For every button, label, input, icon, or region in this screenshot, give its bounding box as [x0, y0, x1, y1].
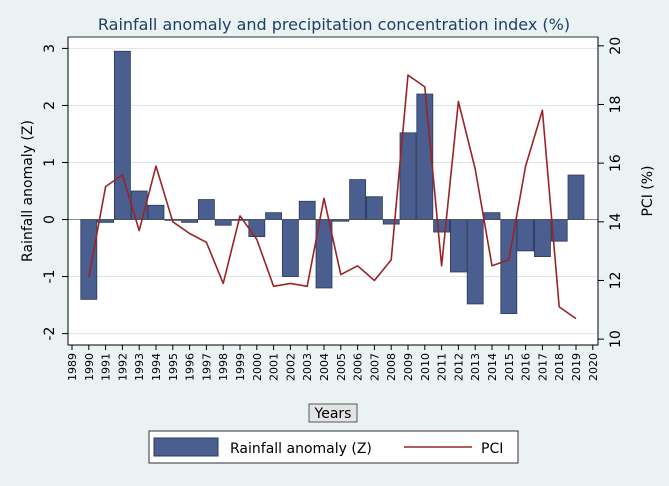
x-tick-label: 2009 [402, 353, 415, 381]
x-tick-label: 1997 [200, 353, 213, 381]
pci-line [88, 74, 577, 320]
x-tick-label: 2017 [536, 353, 549, 381]
bar-2008 [382, 219, 400, 225]
y-axis-right: 10 12 14 16 18 20 [597, 37, 624, 348]
x-tick-label: 1990 [83, 353, 96, 381]
x-tick-label: 2015 [503, 353, 516, 381]
y-tick-label: -2 [42, 327, 58, 341]
bar-2015 [500, 219, 518, 315]
x-tick-label: 1989 [66, 353, 79, 381]
y2-tick-label: 20 [608, 37, 624, 55]
x-axis-label-box [308, 403, 358, 423]
y2-tick-label: 14 [608, 213, 624, 231]
bar-2002 [281, 219, 299, 277]
legend: Rainfall anomaly (Z) PCI [148, 430, 519, 464]
x-tick-label: 2010 [419, 353, 432, 381]
bar-1997 [197, 199, 215, 220]
bar-2013 [466, 219, 484, 305]
bar-2014 [483, 212, 501, 220]
x-axis: 1989 1990 1991 1992 1993 1994 1995 1996 1997 1998… [66, 344, 600, 381]
x-tick-label: 1993 [133, 353, 146, 381]
bar-2009 [399, 132, 417, 220]
y-tick-label: 2 [42, 101, 58, 110]
bar-2001 [265, 212, 283, 220]
x-tick-label: 2012 [452, 353, 465, 381]
legend-label-rainfall: Rainfall anomaly (Z) [230, 441, 372, 457]
x-tick-label: 2000 [251, 353, 264, 381]
x-tick-label: 2008 [385, 353, 398, 381]
legend-bar-swatch [153, 437, 219, 457]
y2-tick-label: 10 [608, 330, 624, 348]
y-tick-label: 0 [42, 215, 58, 224]
x-tick-label: 1995 [167, 353, 180, 381]
bar-2016 [517, 219, 534, 252]
y2-tick-label: 18 [608, 96, 624, 114]
pci-series [88, 74, 577, 320]
x-tick-label: 1991 [100, 353, 113, 381]
x-tick-label: 1996 [184, 353, 197, 381]
y-tick-label: 1 [42, 158, 58, 167]
x-tick-label: 1999 [234, 353, 247, 381]
x-tick-label: 2016 [520, 353, 533, 381]
y2-axis-label: PCI (%) [640, 165, 656, 216]
bar-2012 [449, 219, 467, 273]
legend-label-pci: PCI [481, 441, 503, 457]
x-tick-label: 2004 [318, 353, 331, 381]
x-tick-label: 2002 [284, 353, 297, 381]
chart-title: Rainfall anomaly and precipitation conce… [98, 15, 570, 34]
y-tick-label: 3 [42, 44, 58, 53]
bar-2010 [416, 93, 434, 220]
y2-tick-label: 12 [608, 272, 624, 290]
bar-1998 [214, 219, 232, 226]
bar-2019 [567, 174, 585, 220]
bar-2006 [349, 179, 367, 220]
x-tick-label: 2003 [301, 353, 314, 381]
bar-2003 [298, 200, 316, 220]
x-tick-label: 2005 [335, 353, 348, 381]
x-tick-label: 2006 [352, 353, 365, 381]
bar-1993 [130, 190, 148, 220]
y-tick-label: -1 [42, 270, 58, 284]
x-tick-label: 2018 [553, 353, 566, 381]
x-tick-label: 2013 [469, 353, 482, 381]
bar-1994 [147, 204, 165, 220]
x-tick-label: 2001 [268, 353, 281, 381]
x-tick-label: 2020 [587, 353, 600, 381]
bar-1996 [181, 219, 199, 223]
y2-tick-label: 16 [608, 154, 624, 172]
x-tick-label: 1998 [217, 353, 230, 381]
x-tick-label: 2019 [570, 353, 583, 381]
bar-2007 [365, 196, 383, 220]
y-axis-left: -2 -1 0 1 2 3 [42, 37, 69, 345]
bar-2000 [248, 219, 266, 238]
y-axis-label: Rainfall anomaly (Z) [20, 120, 36, 262]
x-tick-label: 1994 [150, 353, 163, 381]
x-tick-label: 1992 [116, 353, 129, 381]
x-tick-label: 2011 [436, 353, 449, 381]
x-axis-label: Years [314, 406, 352, 422]
bar-1990 [80, 219, 98, 300]
x-tick-label: 2014 [486, 353, 499, 381]
bar-2011 [433, 219, 451, 233]
x-tick-label: 2007 [368, 353, 381, 381]
bar-2017 [534, 219, 551, 257]
